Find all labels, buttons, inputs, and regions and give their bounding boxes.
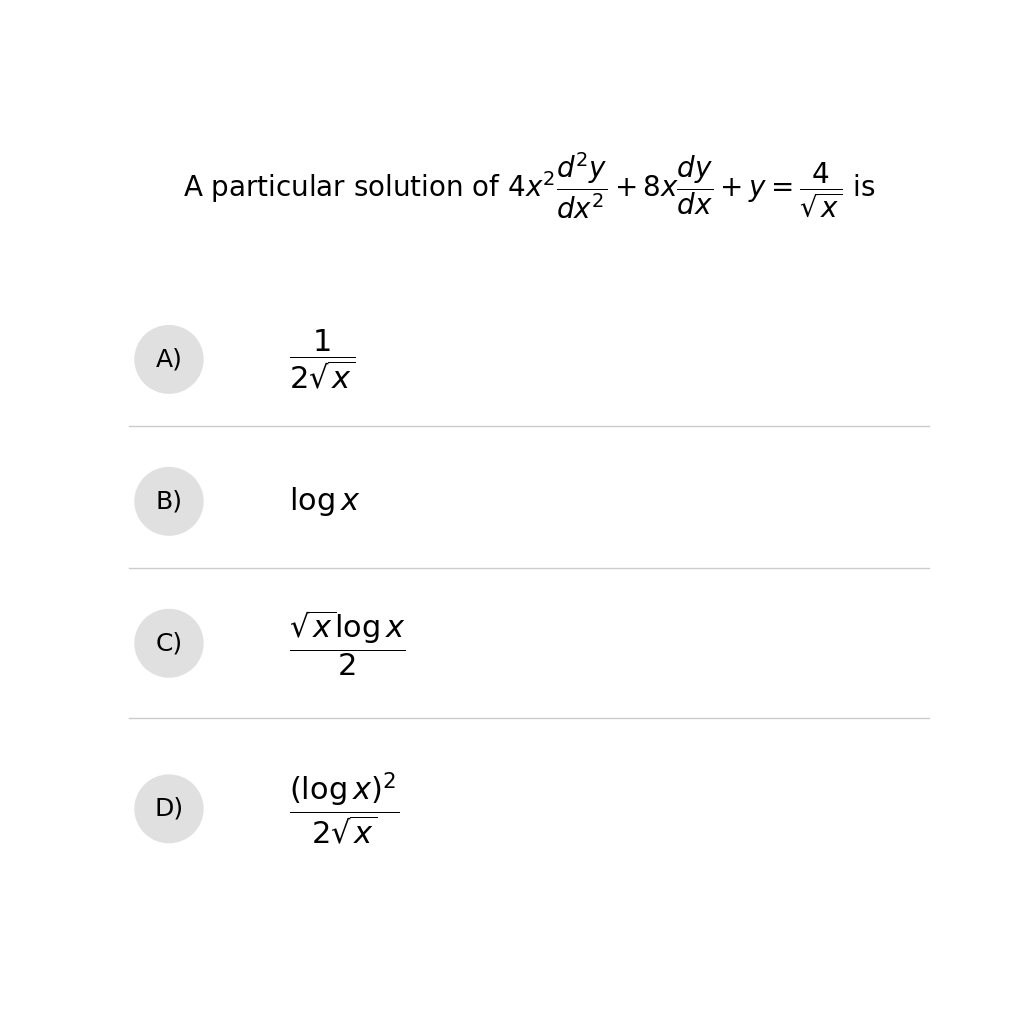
- Text: D): D): [155, 797, 184, 821]
- Text: $\dfrac{(\log x)^2}{2\sqrt{x}}$: $\dfrac{(\log x)^2}{2\sqrt{x}}$: [289, 771, 399, 847]
- Text: $\dfrac{1}{2\sqrt{x}}$: $\dfrac{1}{2\sqrt{x}}$: [289, 328, 355, 391]
- Text: $\log x$: $\log x$: [289, 484, 361, 518]
- Ellipse shape: [135, 326, 203, 393]
- Text: A particular solution of $4x^2\dfrac{d^2y}{dx^2}+8x\dfrac{dy}{dx}+y=\dfrac{4}{\s: A particular solution of $4x^2\dfrac{d^2…: [183, 151, 875, 221]
- Ellipse shape: [135, 468, 203, 536]
- Text: B): B): [156, 489, 183, 513]
- Ellipse shape: [135, 775, 203, 843]
- Text: $\dfrac{\sqrt{x}\log x}{2}$: $\dfrac{\sqrt{x}\log x}{2}$: [289, 608, 406, 678]
- Text: A): A): [156, 347, 183, 372]
- Text: C): C): [156, 631, 183, 655]
- Ellipse shape: [135, 609, 203, 677]
